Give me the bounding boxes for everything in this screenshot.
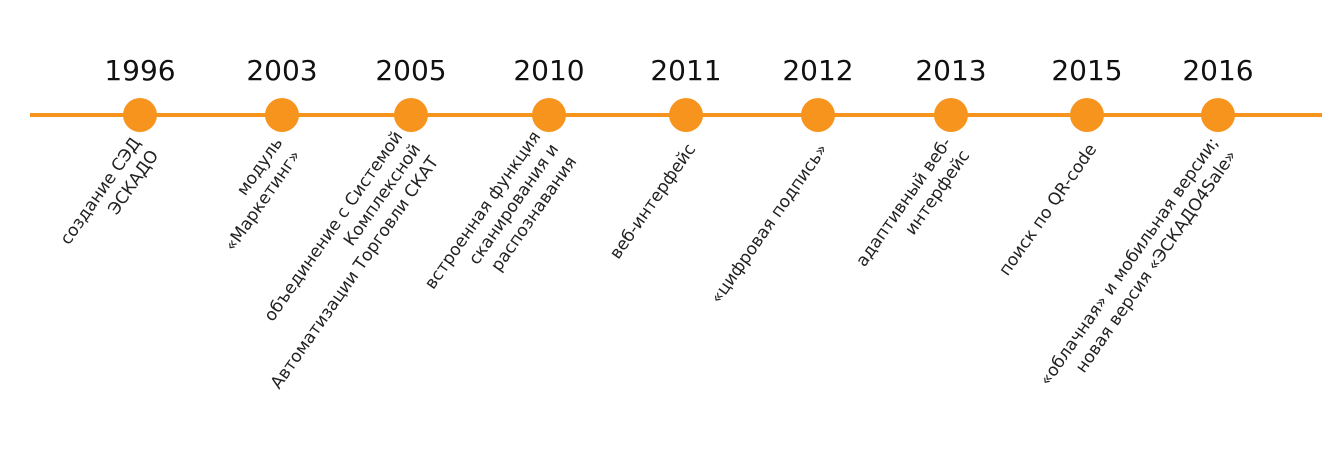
event-label-line: «цифровая подпись» xyxy=(707,140,832,307)
year: 2013 xyxy=(915,54,986,87)
event-label: веб-интерфейс xyxy=(606,140,700,263)
milestone-dot xyxy=(934,98,968,132)
milestone-dot xyxy=(532,98,566,132)
year: 2016 xyxy=(1182,54,1253,87)
year: 2011 xyxy=(650,54,721,87)
year: 2005 xyxy=(375,54,446,87)
year: 1996 xyxy=(104,54,175,87)
event-label-line: новая версия «ЭСКАДО4Sale» xyxy=(1072,147,1242,377)
milestone-dot xyxy=(265,98,299,132)
milestone-dot xyxy=(123,98,157,132)
event-label-line: поиск по QR-code xyxy=(995,140,1101,279)
year: 2012 xyxy=(782,54,853,87)
event-label: модуль«Маркетинг» xyxy=(221,134,305,255)
year: 2003 xyxy=(246,54,317,87)
milestone-dot xyxy=(1201,98,1235,132)
milestone-dot xyxy=(394,98,428,132)
year: 2015 xyxy=(1051,54,1122,87)
event-label: «цифровая подпись» xyxy=(707,140,832,307)
year: 2010 xyxy=(513,54,584,87)
event-label-line: веб-интерфейс xyxy=(606,140,700,263)
event-label: адаптивный веб-интерфейс xyxy=(852,134,974,271)
event-label: поиск по QR-code xyxy=(995,140,1101,279)
milestone-dot xyxy=(1070,98,1104,132)
milestone-dot xyxy=(669,98,703,132)
milestone-dot xyxy=(801,98,835,132)
